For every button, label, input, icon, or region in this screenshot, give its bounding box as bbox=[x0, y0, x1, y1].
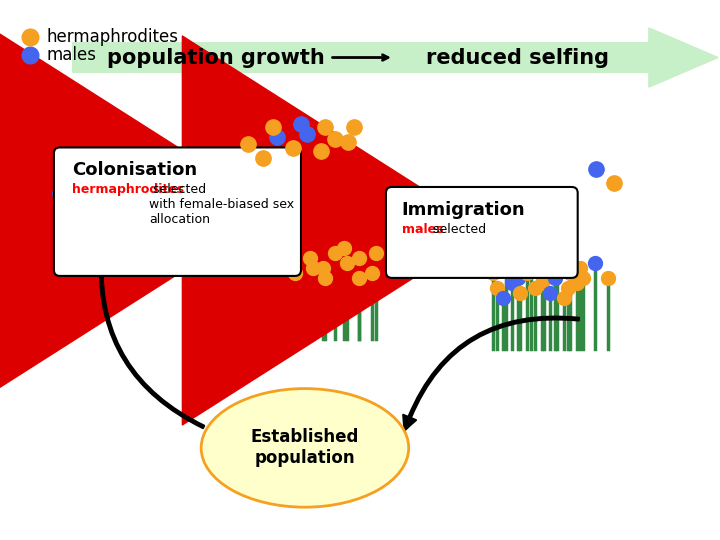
Text: hermaphrodites: hermaphrodites bbox=[46, 28, 178, 46]
Ellipse shape bbox=[201, 389, 409, 507]
Text: selected
with female-biased sex
allocation: selected with female-biased sex allocati… bbox=[149, 183, 294, 226]
Text: Immigration: Immigration bbox=[402, 201, 526, 219]
Text: Colonisation: Colonisation bbox=[72, 161, 197, 179]
FancyArrowPatch shape bbox=[403, 316, 579, 430]
FancyBboxPatch shape bbox=[54, 147, 301, 276]
Text: population growth: population growth bbox=[107, 48, 325, 68]
Text: selected: selected bbox=[429, 222, 487, 235]
Text: males: males bbox=[402, 222, 444, 235]
FancyArrowPatch shape bbox=[94, 248, 204, 428]
Text: hermaphrodites: hermaphrodites bbox=[72, 183, 184, 196]
FancyBboxPatch shape bbox=[386, 187, 577, 278]
Text: reduced selfing: reduced selfing bbox=[426, 48, 609, 68]
Text: males: males bbox=[46, 45, 96, 64]
Polygon shape bbox=[73, 28, 718, 87]
Text: Established
population: Established population bbox=[251, 428, 359, 467]
